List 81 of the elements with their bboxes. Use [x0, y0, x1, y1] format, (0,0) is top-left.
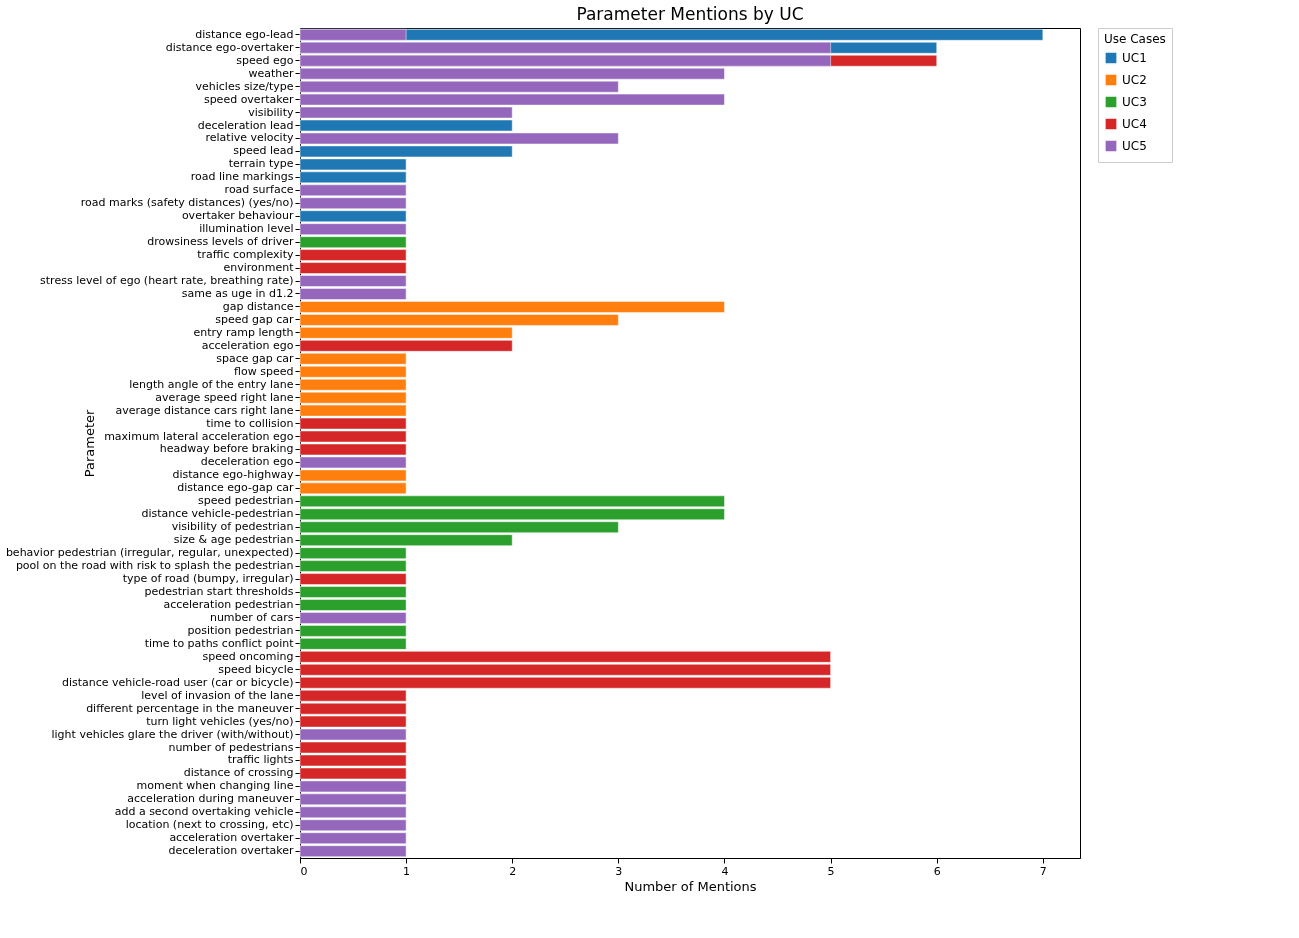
y-tick-label: speed bicycle	[218, 662, 294, 676]
y-tick-label: drowsiness levels of driver	[147, 235, 294, 249]
legend-label: UC4	[1122, 117, 1147, 131]
y-tick-label: acceleration during maneuver	[127, 792, 294, 806]
y-tick-label: visibility of pedestrian	[171, 520, 294, 534]
legend-label: UC3	[1122, 95, 1147, 109]
y-tick-label: overtaker behaviour	[181, 209, 294, 223]
y-tick-label: pedestrian start thresholds	[144, 585, 294, 599]
y-tick-label: turn light vehicles (yes/no)	[146, 714, 294, 728]
y-tick-label: number of pedestrians	[168, 740, 294, 754]
y-tick-label: traffic lights	[227, 753, 294, 767]
y-tick-label: light vehicles glare the driver (with/without)	[51, 727, 294, 741]
x-tick-label: 6	[933, 864, 941, 878]
x-tick-label: 3	[615, 864, 623, 878]
y-tick-label: road marks (safety distances) (yes/no)	[80, 196, 294, 210]
legend-label: UC1	[1122, 51, 1147, 65]
y-tick-label: acceleration ego	[201, 338, 294, 352]
y-tick-label: moment when changing line	[136, 779, 294, 793]
x-tick-label: 5	[827, 864, 835, 878]
y-tick-label: position pedestrian	[187, 623, 294, 637]
y-tick-label: deceleration overtaker	[168, 844, 294, 858]
y-tick-label: distance vehicle-pedestrian	[141, 507, 294, 521]
y-tick-label: illumination level	[199, 222, 294, 236]
y-tick-label: time to collision	[206, 416, 294, 430]
x-tick-label: 7	[1039, 864, 1047, 878]
x-tick-label: 1	[403, 864, 411, 878]
y-tick-label: distance ego-overtaker	[165, 40, 294, 54]
y-tick-label: relative velocity	[205, 131, 294, 145]
y-tick-label: add a second overtaking vehicle	[114, 805, 294, 819]
y-axis-title: Parameter	[81, 409, 97, 478]
y-tick-label: gap distance	[222, 299, 294, 313]
y-tick-label: weather	[248, 66, 294, 80]
y-tick-label: road line markings	[190, 170, 294, 184]
y-tick-label: headway before braking	[159, 442, 294, 456]
y-tick-label: maximum lateral acceleration ego	[104, 429, 294, 443]
y-tick-label: space gap car	[216, 351, 294, 365]
y-tick-label: deceleration lead	[197, 118, 294, 132]
y-tick-label: pool on the road with risk to splash the pedestrian	[15, 559, 294, 573]
y-tick-label: traffic complexity	[197, 248, 294, 262]
y-tick-label: acceleration pedestrian	[163, 597, 294, 611]
legend-title: Use Cases	[1104, 32, 1166, 46]
y-tick-label: average speed right lane	[155, 390, 294, 404]
y-tick-label: environment	[223, 261, 295, 275]
x-tick-label: 0	[300, 864, 308, 878]
y-tick-label: different percentage in the maneuver	[86, 701, 294, 715]
y-tick-label: distance ego-lead	[195, 27, 294, 41]
y-tick-label: acceleration overtaker	[169, 831, 294, 845]
x-tick-label: 2	[509, 864, 517, 878]
y-tick-label: length angle of the entry lane	[129, 377, 294, 391]
y-tick-label: number of cars	[209, 610, 294, 624]
y-tick-label: speed oncoming	[202, 649, 294, 663]
y-tick-label: speed ego	[236, 53, 294, 67]
y-tick-label: distance ego-gap car	[177, 481, 294, 495]
y-tick-label: type of road (bumpy, irregular)	[122, 572, 294, 586]
x-tick-label: 4	[721, 864, 729, 878]
x-axis-title: Number of Mentions	[624, 878, 757, 894]
legend-label: UC2	[1122, 73, 1147, 87]
chart-title: Parameter Mentions by UC	[576, 3, 804, 24]
y-tick-label: distance of crossing	[183, 766, 294, 780]
y-tick-label: flow speed	[234, 364, 294, 378]
y-tick-label: location (next to crossing, etc)	[125, 818, 294, 832]
y-tick-label: level of invasion of the lane	[141, 688, 294, 702]
y-tick-label: road surface	[224, 183, 294, 197]
y-tick-label: speed gap car	[215, 312, 294, 326]
y-tick-label: deceleration ego	[200, 455, 294, 469]
y-tick-label: average distance cars right lane	[115, 403, 294, 417]
y-tick-label: entry ramp length	[193, 325, 294, 339]
y-tick-label: speed overtaker	[203, 92, 294, 106]
y-tick-label: distance vehicle-road user (car or bicycle)	[61, 675, 294, 689]
y-tick-label: stress level of ego (heart rate, breathing rate)	[40, 274, 294, 288]
legend-label: UC5	[1122, 139, 1147, 153]
y-tick-label: time to paths conflict point	[144, 636, 295, 650]
y-tick-label: speed lead	[233, 144, 294, 158]
y-tick-label: speed pedestrian	[197, 494, 294, 508]
y-tick-label: visibility	[248, 105, 294, 119]
y-tick-label: terrain type	[228, 157, 294, 171]
y-tick-label: distance ego-highway	[172, 468, 294, 482]
y-tick-label: same as uge in d1.2	[181, 286, 294, 300]
y-tick-label: behavior pedestrian (irregular, regular, unexpected)	[5, 546, 294, 560]
y-tick-label: vehicles size/type	[195, 79, 294, 93]
y-tick-label: size & age pedestrian	[173, 533, 294, 547]
